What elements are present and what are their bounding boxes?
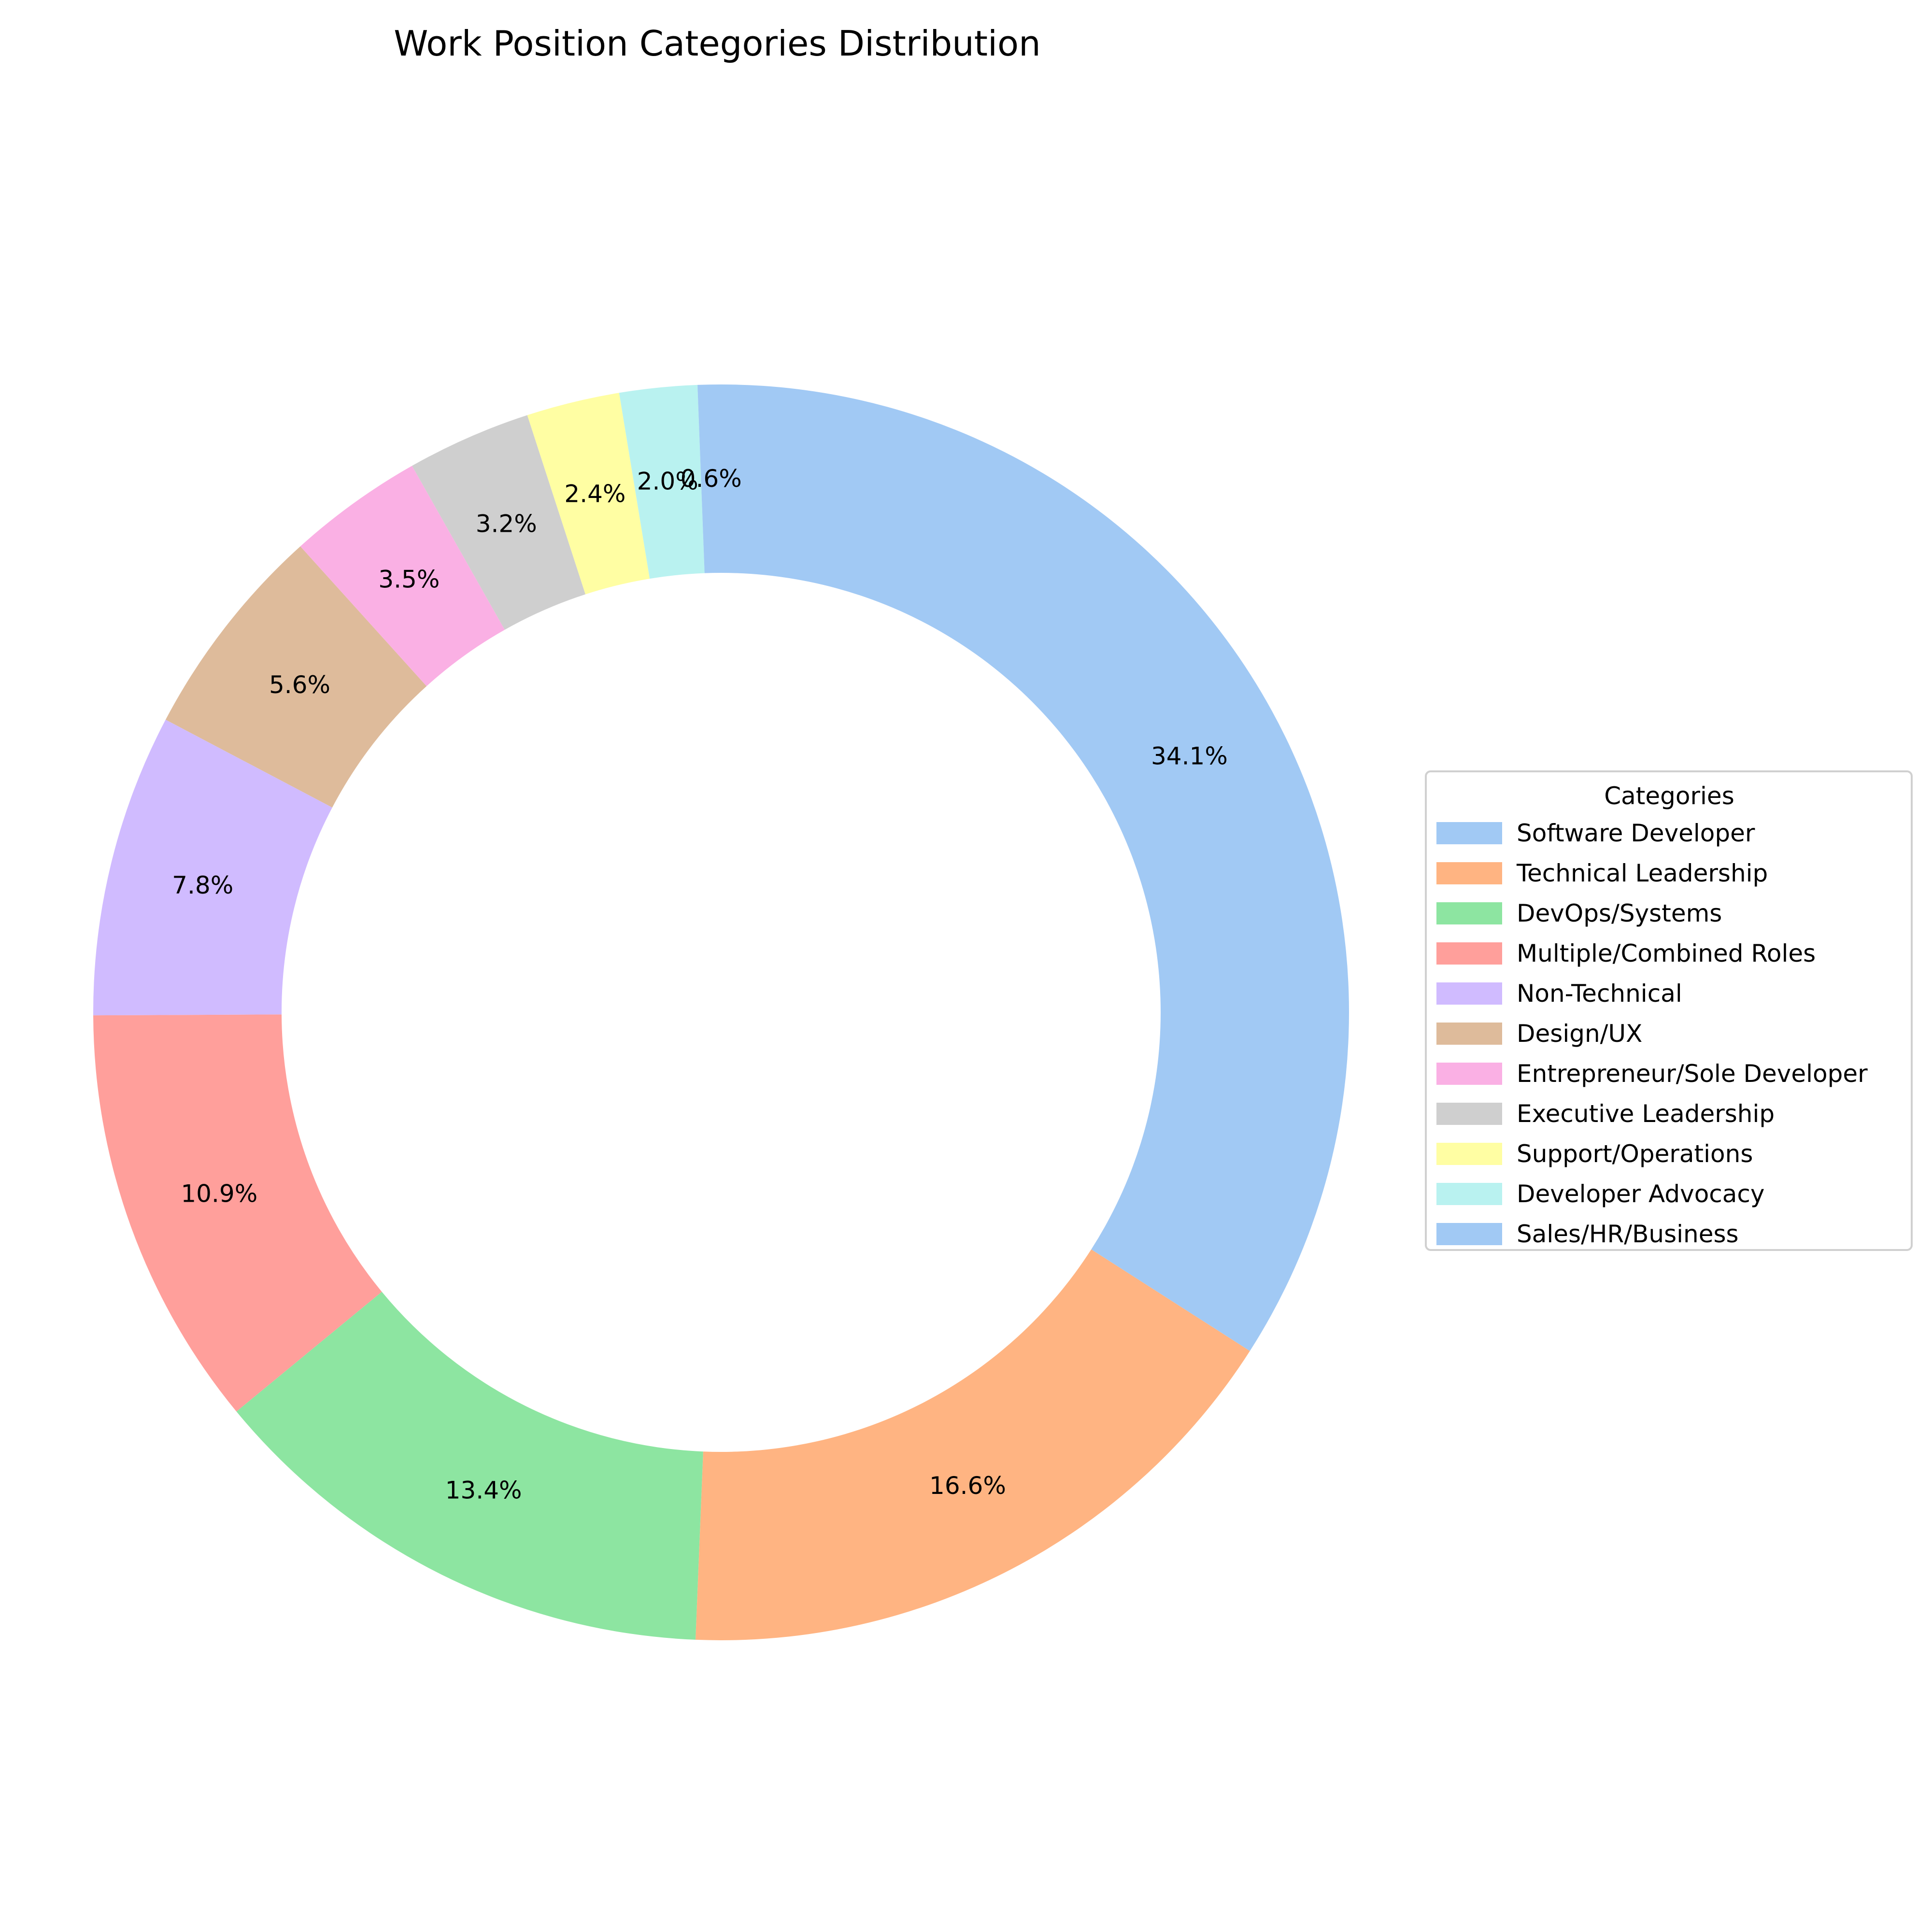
legend-swatch [1436, 1022, 1502, 1045]
legend-item: Design/UX [1436, 1013, 1902, 1053]
legend-label: Non-Technical [1517, 979, 1682, 1008]
legend-label: Executive Leadership [1517, 1099, 1775, 1128]
slice-percent-label: 2.4% [564, 480, 625, 508]
legend-label: Technical Leadership [1517, 859, 1768, 887]
slice-percent-label: 3.2% [476, 510, 537, 538]
legend-title: Categories [1604, 782, 1734, 810]
legend-label: Entrepreneur/Sole Developer [1517, 1059, 1868, 1088]
slice-non-technical [93, 720, 332, 1016]
legend-swatch [1436, 1102, 1502, 1125]
slice-percent-label: 13.4% [445, 1476, 522, 1504]
legend-label: Sales/HR/Business [1517, 1220, 1739, 1248]
legend-items: Software Developer Technical Leadership De… [1436, 813, 1902, 1254]
labels-group: 34.1% 16.6% 13.4% 10.9% 7.8% 5.6% 3.5% 3.2% 2.4%… [172, 465, 1228, 1504]
legend-swatch [1436, 1142, 1502, 1165]
slice-percent-label: 3.5% [378, 566, 440, 594]
slice-percent-label: 34.1% [1151, 742, 1228, 770]
legend-swatch [1436, 902, 1502, 924]
legend-item: DevOps/Systems [1436, 893, 1902, 933]
slice-executive-leadership [412, 415, 586, 630]
legend-label: Developer Advocacy [1517, 1179, 1765, 1208]
legend-item: Multiple/Combined Roles [1436, 933, 1902, 973]
legend-label: DevOps/Systems [1517, 899, 1722, 927]
legend-swatch [1436, 942, 1502, 965]
legend-label: Software Developer [1517, 819, 1755, 847]
slice-entrepreneur-sole-developer [300, 466, 505, 686]
legend-label: Support/Operations [1517, 1139, 1753, 1168]
slice-percent-label: 5.6% [269, 671, 330, 699]
legend-swatch [1436, 1182, 1502, 1205]
slice-percent-label: 16.6% [929, 1472, 1006, 1500]
legend-item: Support/Operations [1436, 1134, 1902, 1174]
legend-label: Design/UX [1517, 1019, 1643, 1048]
slice-support-operations [527, 393, 650, 595]
legend-item: Software Developer [1436, 813, 1902, 853]
slice-percent-label: 7.8% [172, 871, 233, 899]
slice-developer-advocacy [619, 384, 705, 579]
slice-sales-hr-business [697, 384, 721, 573]
legend-swatch [1436, 1222, 1502, 1245]
legend-item: Sales/HR/Business [1436, 1214, 1902, 1254]
slice-software-developer [721, 384, 1349, 1351]
slice-percent-label: 0.6% [681, 465, 742, 493]
chart-title: Work Position Categories Distribution [394, 23, 1041, 64]
legend-item: Technical Leadership [1436, 853, 1902, 893]
legend-swatch [1436, 1062, 1502, 1085]
legend-item: Non-Technical [1436, 973, 1902, 1013]
slice-multiple-combined-roles [93, 1014, 382, 1412]
donut-chart: 34.1% 16.6% 13.4% 10.9% 7.8% 5.6% 3.5% 3.2% 2.4%… [93, 384, 1349, 1640]
legend-label: Multiple/Combined Roles [1517, 939, 1816, 967]
legend-swatch [1436, 822, 1502, 844]
slice-percent-label: 2.0% [637, 468, 698, 496]
slice-design-ux [165, 546, 427, 808]
legend-swatch [1436, 982, 1502, 1005]
slices-group [93, 384, 1349, 1640]
slice-devops-systems [236, 1292, 703, 1640]
legend-item: Developer Advocacy [1436, 1174, 1902, 1214]
slice-percent-label: 10.9% [181, 1180, 257, 1208]
legend-item: Entrepreneur/Sole Developer [1436, 1053, 1902, 1094]
slice-technical-leadership [695, 1249, 1250, 1640]
legend-swatch [1436, 862, 1502, 884]
legend-item: Executive Leadership [1436, 1094, 1902, 1134]
legend: Categories Software Developer Technical L… [1425, 770, 1913, 1251]
